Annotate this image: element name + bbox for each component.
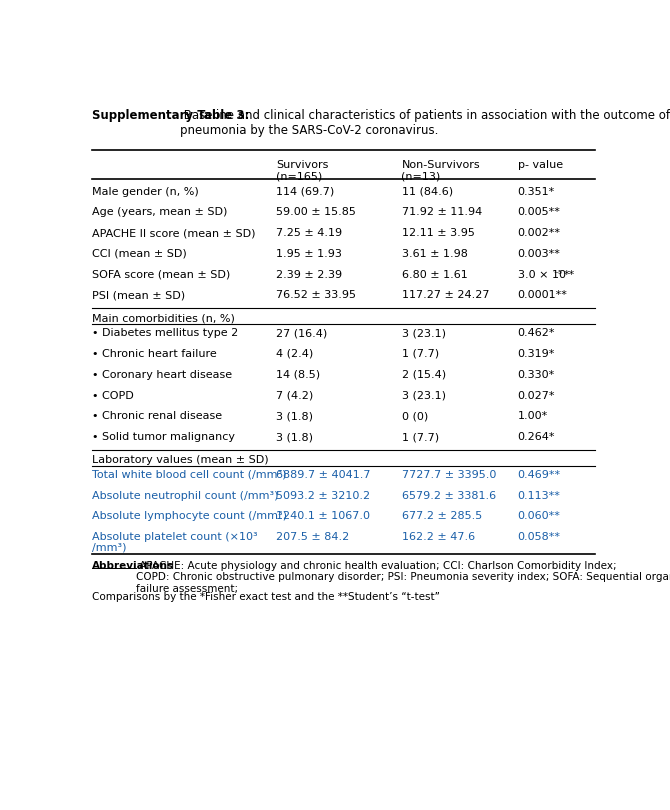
Text: 0.058**: 0.058**	[518, 532, 561, 542]
Text: • Chronic heart failure: • Chronic heart failure	[92, 349, 216, 359]
Text: 3 (23.1): 3 (23.1)	[401, 390, 446, 401]
Text: 59.00 ± 15.85: 59.00 ± 15.85	[276, 207, 356, 217]
Text: Comparisons by the *Fisher exact test and the **Student’s “t-test”: Comparisons by the *Fisher exact test an…	[92, 591, 440, 602]
Text: Absolute neutrophil count (/mm³): Absolute neutrophil count (/mm³)	[92, 491, 278, 501]
Text: 3 (1.8): 3 (1.8)	[276, 433, 313, 442]
Text: 7.25 ± 4.19: 7.25 ± 4.19	[276, 228, 342, 238]
Text: • Chronic renal disease: • Chronic renal disease	[92, 411, 222, 421]
Text: **: **	[563, 270, 575, 279]
Text: Age (years, mean ± SD): Age (years, mean ± SD)	[92, 207, 227, 217]
Text: 0.0001**: 0.0001**	[518, 291, 567, 301]
Text: 12.11 ± 3.95: 12.11 ± 3.95	[401, 228, 474, 238]
Text: 1240.1 ± 1067.0: 1240.1 ± 1067.0	[276, 511, 370, 522]
Text: Total white blood cell count (/mm³): Total white blood cell count (/mm³)	[92, 470, 286, 480]
Text: 76.52 ± 33.95: 76.52 ± 33.95	[276, 291, 356, 301]
Text: Laboratory values (mean ± SD): Laboratory values (mean ± SD)	[92, 455, 268, 465]
Text: • Solid tumor malignancy: • Solid tumor malignancy	[92, 433, 234, 442]
Text: 7 (4.2): 7 (4.2)	[276, 390, 313, 401]
Text: 162.2 ± 47.6: 162.2 ± 47.6	[401, 532, 474, 542]
Text: 0.351*: 0.351*	[518, 186, 555, 197]
Text: Supplementary Table 3:: Supplementary Table 3:	[92, 109, 249, 122]
Text: 3 (23.1): 3 (23.1)	[401, 328, 446, 339]
Text: 3.0 × 10: 3.0 × 10	[518, 270, 565, 279]
Text: 1.95 ± 1.93: 1.95 ± 1.93	[276, 249, 342, 259]
Text: 0.469**: 0.469**	[518, 470, 561, 480]
Text: 3.61 ± 1.98: 3.61 ± 1.98	[401, 249, 468, 259]
Text: 0.113**: 0.113**	[518, 491, 561, 501]
Text: 0.330*: 0.330*	[518, 370, 555, 380]
Text: 14 (8.5): 14 (8.5)	[276, 370, 320, 380]
Text: 207.5 ± 84.2: 207.5 ± 84.2	[276, 532, 349, 542]
Text: 0.462*: 0.462*	[518, 328, 555, 339]
Text: 7727.7 ± 3395.0: 7727.7 ± 3395.0	[401, 470, 496, 480]
Text: 3 (1.8): 3 (1.8)	[276, 411, 313, 421]
Text: 27 (16.4): 27 (16.4)	[276, 328, 327, 339]
Text: Absolute lymphocyte count (/mm³): Absolute lymphocyte count (/mm³)	[92, 511, 287, 522]
Text: Male gender (n, %): Male gender (n, %)	[92, 186, 198, 197]
Text: PSI (mean ± SD): PSI (mean ± SD)	[92, 291, 185, 301]
Text: Absolute platelet count (×10³: Absolute platelet count (×10³	[92, 532, 257, 542]
Text: 0.002**: 0.002**	[518, 228, 561, 238]
Text: • COPD: • COPD	[92, 390, 133, 401]
Text: 677.2 ± 285.5: 677.2 ± 285.5	[401, 511, 482, 522]
Text: 6579.2 ± 3381.6: 6579.2 ± 3381.6	[401, 491, 496, 501]
Text: 11 (84.6): 11 (84.6)	[401, 186, 453, 197]
Text: 0.060**: 0.060**	[518, 511, 561, 522]
Text: • Diabetes mellitus type 2: • Diabetes mellitus type 2	[92, 328, 238, 339]
Text: Baseline and clinical characteristics of patients in association with the outcom: Baseline and clinical characteristics of…	[180, 109, 670, 137]
Text: 2 (15.4): 2 (15.4)	[401, 370, 446, 380]
Text: 71.92 ± 11.94: 71.92 ± 11.94	[401, 207, 482, 217]
Text: Non-Survivors: Non-Survivors	[401, 160, 480, 169]
Text: APACHE: Acute physiology and chronic health evaluation; CCI: Charlson Comorbidit: APACHE: Acute physiology and chronic hea…	[137, 561, 670, 594]
Text: 0.319*: 0.319*	[518, 349, 555, 359]
Text: Abbreviations: Abbreviations	[92, 561, 174, 571]
Text: 0.003**: 0.003**	[518, 249, 561, 259]
Text: 4 (2.4): 4 (2.4)	[276, 349, 313, 359]
Text: SOFA score (mean ± SD): SOFA score (mean ± SD)	[92, 270, 230, 279]
Text: p- value: p- value	[518, 160, 563, 169]
Text: 0.264*: 0.264*	[518, 433, 555, 442]
Text: 114 (69.7): 114 (69.7)	[276, 186, 334, 197]
Text: Main comorbidities (n, %): Main comorbidities (n, %)	[92, 313, 234, 323]
Text: 0.005**: 0.005**	[518, 207, 561, 217]
Text: 5093.2 ± 3210.2: 5093.2 ± 3210.2	[276, 491, 370, 501]
Text: 0 (0): 0 (0)	[401, 411, 427, 421]
Text: Survivors: Survivors	[276, 160, 328, 169]
Text: ⁻⁵: ⁻⁵	[553, 271, 562, 280]
Text: 1 (7.7): 1 (7.7)	[401, 433, 439, 442]
Text: 6889.7 ± 4041.7: 6889.7 ± 4041.7	[276, 470, 371, 480]
Text: 0.027*: 0.027*	[518, 390, 555, 401]
Text: • Coronary heart disease: • Coronary heart disease	[92, 370, 232, 380]
Text: (n=13): (n=13)	[401, 171, 441, 181]
Text: 117.27 ± 24.27: 117.27 ± 24.27	[401, 291, 489, 301]
Text: APACHE II score (mean ± SD): APACHE II score (mean ± SD)	[92, 228, 255, 238]
Text: 1 (7.7): 1 (7.7)	[401, 349, 439, 359]
Text: 1.00*: 1.00*	[518, 411, 548, 421]
Text: CCI (mean ± SD): CCI (mean ± SD)	[92, 249, 186, 259]
Text: 6.80 ± 1.61: 6.80 ± 1.61	[401, 270, 467, 279]
Text: /mm³): /mm³)	[92, 542, 126, 552]
Text: (n=165): (n=165)	[276, 171, 322, 181]
Text: 2.39 ± 2.39: 2.39 ± 2.39	[276, 270, 342, 279]
